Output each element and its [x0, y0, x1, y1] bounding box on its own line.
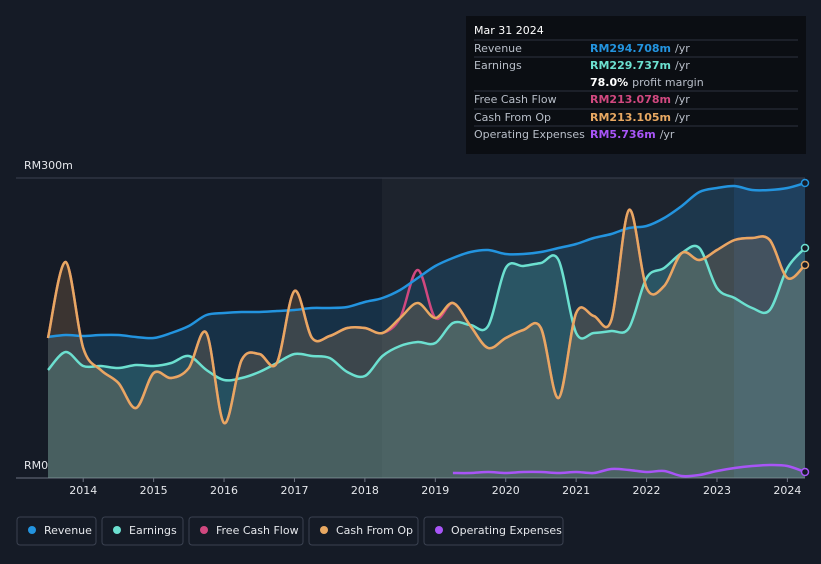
legend-box — [16, 516, 97, 546]
tooltip-box — [466, 16, 806, 154]
highlight-band — [734, 178, 805, 478]
tooltip-date: Mar 31 2024 — [474, 24, 544, 37]
tooltip-unit: /yr — [675, 111, 690, 124]
legend-label: Free Cash Flow — [216, 524, 299, 537]
legend-box — [188, 516, 304, 546]
tooltip-value-text: 78.0% — [590, 76, 628, 89]
x-tick-label: 2016 — [210, 484, 238, 497]
tooltip-value-text: RM5.736m — [590, 128, 656, 141]
legend-dot — [200, 526, 208, 534]
tooltip-unit: profit margin — [632, 76, 704, 89]
end-point — [800, 178, 810, 188]
x-tick-label: 2020 — [492, 484, 520, 497]
series-line — [452, 463, 806, 478]
tooltip-value-text: RM229.737m — [590, 59, 671, 72]
x-tick-label: 2024 — [773, 484, 801, 497]
tooltip-value: RM213.105m/yr — [590, 111, 690, 124]
legend-label: Revenue — [44, 524, 92, 537]
end-point — [800, 243, 810, 253]
legend-box — [308, 516, 419, 546]
tooltip-label: Operating Expenses — [474, 128, 585, 141]
x-tick-label: 2018 — [351, 484, 379, 497]
y-tick-label: RM0 — [24, 459, 48, 472]
x-tick-label: 2015 — [140, 484, 168, 497]
legend-label: Cash From Op — [336, 524, 413, 537]
legend-box — [423, 516, 564, 546]
tooltip-unit: /yr — [660, 128, 675, 141]
legend-dot — [435, 526, 443, 534]
legend-item[interactable]: Earnings — [101, 516, 184, 546]
area-fill — [48, 245, 805, 478]
tooltip-unit: /yr — [675, 59, 690, 72]
end-point — [800, 260, 810, 270]
tooltip-value: RM5.736m/yr — [590, 128, 675, 141]
y-tick-label: RM300m — [24, 159, 73, 172]
tooltip-value-text: RM294.708m — [590, 42, 671, 55]
series-line — [46, 208, 806, 425]
legend-dot — [320, 526, 328, 534]
legend-label: Earnings — [129, 524, 177, 537]
legend-item[interactable]: Cash From Op — [308, 516, 419, 546]
x-tick-label: 2022 — [633, 484, 661, 497]
tooltip-label: Cash From Op — [474, 111, 551, 124]
x-tick-label: 2021 — [562, 484, 590, 497]
area-fill — [48, 183, 805, 478]
tooltip-value-text: RM213.105m — [590, 111, 671, 124]
legend-label: Operating Expenses — [451, 524, 562, 537]
tooltip-unit: /yr — [675, 42, 690, 55]
legend-box — [101, 516, 184, 546]
x-tick-label: 2019 — [421, 484, 449, 497]
tooltip-label: Revenue — [474, 42, 522, 55]
x-tick-label: 2017 — [280, 484, 308, 497]
legend-item[interactable]: Revenue — [16, 516, 97, 546]
legend-item[interactable]: Operating Expenses — [423, 516, 564, 546]
series-line — [47, 181, 806, 340]
tooltip-label: Free Cash Flow — [474, 93, 557, 106]
tooltip-value: RM213.078m/yr — [590, 93, 690, 106]
tooltip-value-text: RM213.078m — [590, 93, 671, 106]
end-point — [800, 467, 810, 477]
tooltip-value: RM229.737m/yr — [590, 59, 690, 72]
legend-item[interactable]: Free Cash Flow — [188, 516, 304, 546]
x-tick-label: 2023 — [703, 484, 731, 497]
legend-dot — [113, 526, 121, 534]
tooltip-value: 78.0% profit margin — [590, 76, 704, 89]
tooltip: Mar 31 2024 Revenue RM294.708m/yr Earnings R… — [466, 16, 806, 154]
tooltip-label: Earnings — [474, 59, 522, 72]
legend-dot — [28, 526, 36, 534]
tooltip-unit: /yr — [675, 93, 690, 106]
tooltip-value: RM294.708m/yr — [590, 42, 690, 55]
x-tick-label: 2014 — [69, 484, 97, 497]
